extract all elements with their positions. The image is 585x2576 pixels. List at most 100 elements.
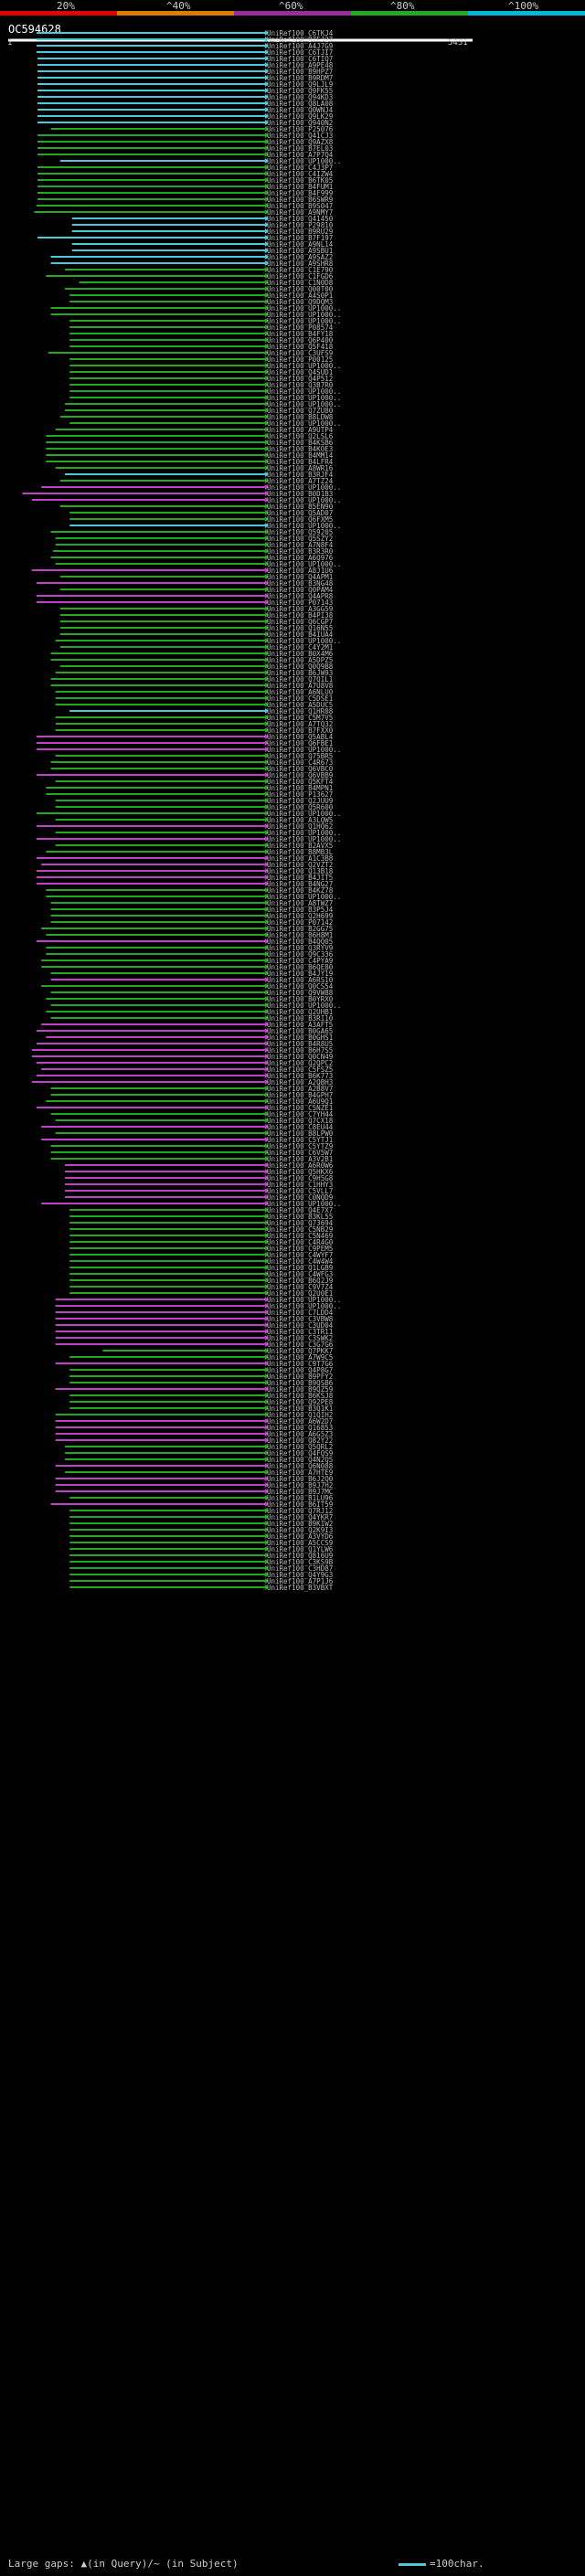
- hit-label: UniRef100_C9T7G6: [267, 1360, 334, 1368]
- hit-label: UniRef100_Q1LGB9: [267, 1264, 333, 1272]
- hit-row: UniRef100_B4KSB6: [46, 439, 334, 447]
- hit-end-arrow: [265, 1098, 269, 1104]
- hit-end-arrow: [265, 427, 269, 432]
- hit-label: UniRef100_C5DSE1: [267, 694, 333, 703]
- hit-end-arrow: [265, 107, 269, 112]
- hit-end-arrow: [265, 619, 269, 624]
- hit-row: UniRef100_A6RS10: [50, 976, 334, 984]
- hit-row: UniRef100_P29810: [71, 221, 334, 229]
- hit-label: UniRef100_C9H5G8: [267, 1174, 334, 1182]
- hit-row: UniRef100_P00125: [69, 355, 333, 364]
- hit-row: UniRef100_Q1HR08: [69, 707, 334, 716]
- hit-end-arrow: [265, 1290, 269, 1296]
- hit-row: UniRef100_B4JY19: [50, 970, 333, 978]
- hit-row: UniRef100_UP1000..: [36, 810, 341, 818]
- hit-end-arrow: [265, 1271, 269, 1277]
- hit-end-arrow: [265, 651, 269, 656]
- hit-end-arrow: [265, 1028, 269, 1034]
- hit-row: UniRef100_A9SBU1: [71, 247, 333, 255]
- hit-label: UniRef100_Q0CN49: [267, 1053, 333, 1061]
- hit-row: UniRef100_B3Q1K1: [69, 1405, 333, 1413]
- hit-label: UniRef100_A2B8V7: [267, 1085, 333, 1093]
- hit-label: UniRef100_UP1000..: [267, 637, 341, 645]
- hit-end-arrow: [265, 164, 269, 170]
- hit-end-arrow: [265, 862, 269, 867]
- hit-end-arrow: [265, 1553, 269, 1558]
- hit-row: UniRef100_A5CCS9: [69, 1539, 333, 1547]
- hit-end-arrow: [265, 657, 269, 663]
- hit-label: UniRef100_Q94KD3: [267, 93, 333, 101]
- hit-end-arrow: [265, 1233, 269, 1238]
- hit-end-arrow: [265, 1009, 269, 1014]
- hit-row: UniRef100_C5FSZ5: [41, 1065, 333, 1074]
- hit-end-arrow: [265, 555, 269, 560]
- hit-label: UniRef100_A6Q976: [267, 554, 334, 562]
- hit-label: UniRef100_B7FXX0: [267, 726, 334, 735]
- hit-row: UniRef100_Q2K9I3: [69, 1526, 333, 1534]
- hit-end-arrow: [265, 1169, 269, 1174]
- hit-end-arrow: [265, 171, 269, 176]
- hit-label: UniRef100_B9RU29: [267, 228, 333, 236]
- hit-row: UniRef100_Q2U0E1: [69, 1289, 333, 1298]
- hit-label: UniRef100_UP1000..: [267, 387, 341, 396]
- hit-end-arrow: [265, 881, 269, 886]
- scale-bar-purple: [234, 11, 351, 16]
- hit-label: UniRef100_Q5SZY2: [267, 535, 333, 543]
- hit-end-arrow: [265, 395, 269, 400]
- hit-end-arrow: [265, 222, 269, 228]
- hit-row: UniRef100_Q816U9: [69, 1552, 333, 1560]
- hit-row: UniRef100_Q5ABL4: [36, 733, 334, 741]
- hit-label: UniRef100_Q2QPC2: [267, 1059, 333, 1067]
- hit-end-arrow: [265, 1284, 269, 1289]
- hit-label: UniRef100_A7N8F4: [267, 541, 334, 549]
- hit-label: UniRef100_B9QSB6: [267, 1379, 334, 1387]
- pct-label-40: ^40%: [166, 0, 191, 12]
- hit-end-arrow: [265, 625, 269, 631]
- hit-label: UniRef100_B5EN90: [267, 503, 334, 511]
- hit-row: UniRef100_Q9LK29: [37, 112, 333, 121]
- hit-label: UniRef100_Q92PE8: [267, 1398, 334, 1406]
- hit-row: UniRef100_UP1000..: [31, 496, 341, 504]
- hit-label: UniRef100_P08574: [267, 323, 334, 332]
- hit-row: UniRef100_A8TWZ7: [50, 899, 333, 907]
- hit-row: UniRef100_Q4P512: [69, 375, 333, 383]
- hit-row: UniRef100_C3SWK2: [55, 1334, 333, 1342]
- hit-label: UniRef100_Q2K9I3: [267, 1526, 333, 1534]
- hit-end-arrow: [265, 209, 269, 215]
- hit-row: UniRef100_Q59205: [50, 528, 333, 536]
- hit-label: UniRef100_C9V7Z4: [267, 1283, 334, 1291]
- hit-label: UniRef100_Q13B18: [267, 867, 334, 875]
- hit-end-arrow: [265, 900, 269, 906]
- hit-end-arrow: [265, 1092, 269, 1097]
- hit-end-arrow: [265, 94, 269, 100]
- pct-label-20: 20%: [57, 0, 75, 12]
- hit-label: UniRef100_B4GPH7: [267, 1091, 333, 1099]
- hit-row: UniRef100_B4GPH7: [50, 1091, 333, 1099]
- hit-end-arrow: [265, 964, 269, 970]
- hit-row: UniRef100_C9T7G6: [55, 1360, 334, 1368]
- hit-end-arrow: [265, 766, 269, 771]
- hit-row: UniRef100_UP1000..: [55, 560, 341, 568]
- hit-label: UniRef100_B4MPN1: [267, 784, 333, 792]
- hit-end-arrow: [265, 286, 269, 292]
- hit-label: UniRef100_B6H8M1: [267, 931, 333, 939]
- hit-end-arrow: [265, 567, 269, 573]
- hit-row: UniRef100_UP1000..: [36, 835, 341, 843]
- hit-label: UniRef100_Q2H699: [267, 912, 333, 920]
- hit-end-arrow: [265, 1105, 269, 1110]
- hit-row: UniRef100_C9H5G8: [65, 1174, 334, 1182]
- hit-end-arrow: [265, 593, 269, 599]
- hit-row: UniRef100_B4KOE3: [46, 445, 333, 453]
- hit-row: UniRef100_A3VYD6: [69, 1532, 334, 1541]
- hit-end-arrow: [265, 1060, 269, 1065]
- hit-end-arrow: [265, 1214, 269, 1219]
- hit-row: UniRef100_UP1000..: [59, 157, 341, 165]
- hit-row: UniRef100_B9QSB6: [69, 1379, 334, 1387]
- hit-row: UniRef100_Q5R600: [55, 803, 334, 811]
- hit-row: UniRef100_C3G7G6: [55, 1341, 334, 1349]
- hit-row: UniRef100_A6Q976: [50, 554, 334, 562]
- hit-label: UniRef100_A5DPZ5: [267, 656, 333, 664]
- hit-row: UniRef100_Q41450: [71, 215, 334, 223]
- hit-end-arrow: [265, 843, 269, 848]
- hit-end-arrow: [265, 69, 269, 74]
